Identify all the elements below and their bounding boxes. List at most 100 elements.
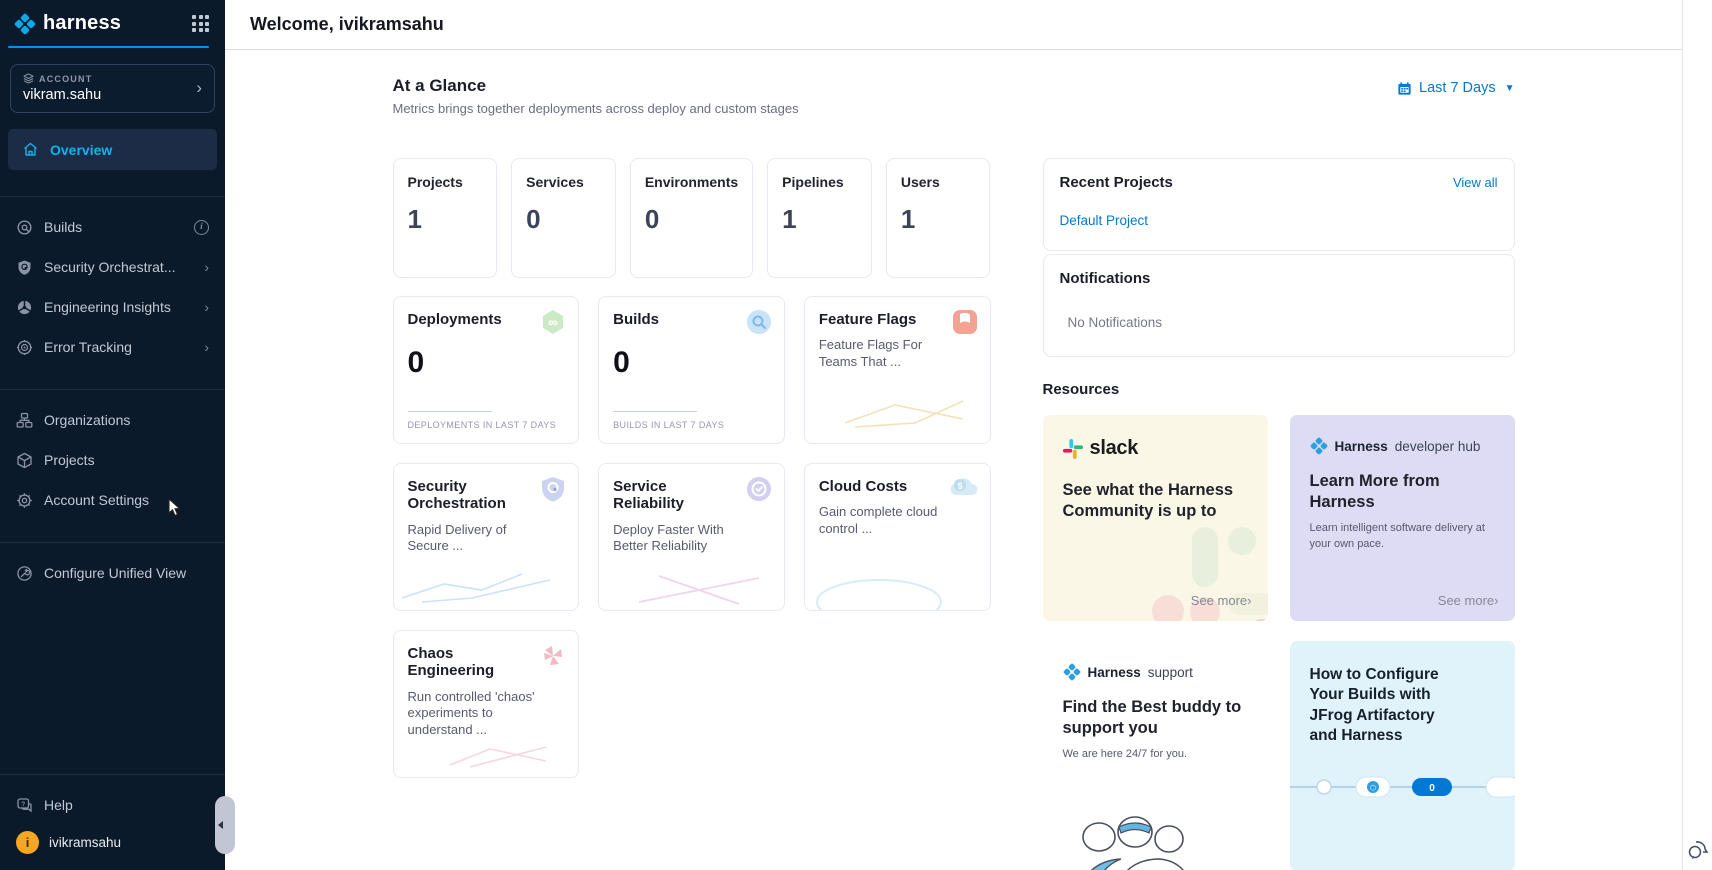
card-title: Security Orchestration — [407, 478, 506, 513]
divider — [0, 542, 225, 543]
sidebar-item-account-settings[interactable]: Account Settings — [0, 480, 225, 520]
resource-heading: Learn More from Harness — [1309, 472, 1440, 512]
main-area: Welcome, ivikramsahu At a Glance Metrics… — [225, 0, 1682, 870]
content: At a Glance Metrics brings together depl… — [225, 50, 1682, 870]
slack-logo-icon — [1062, 438, 1083, 459]
resources-title: Resources — [1042, 381, 1120, 398]
account-icon — [23, 73, 34, 84]
notifications-card: Notifications No Notifications — [1042, 254, 1515, 357]
pipeline-illustration: ⬡ 0 — [1289, 776, 1515, 798]
sidebar-item-engineering-insights[interactable]: Engineering Insights › — [0, 287, 225, 327]
stats-row: Projects 1 Services 0 Environments 0 P — [392, 158, 991, 278]
sidebar-item-security-orchestration[interactable]: Security Orchestrat... › — [0, 247, 225, 287]
recent-projects-title: Recent Projects — [1059, 174, 1173, 191]
stat-label: Services — [526, 174, 584, 190]
svg-text:⬡: ⬡ — [1369, 784, 1375, 792]
card-description: Deploy Faster With Better Reliability — [613, 521, 724, 554]
decorative-lines — [449, 746, 546, 768]
support-people-illustration — [1081, 816, 1184, 870]
section-title: At a Glance — [392, 76, 487, 95]
divider — [0, 196, 225, 197]
stat-value: 1 — [407, 204, 422, 234]
resource-card-jfrog[interactable]: How to Configure Your Builds with JFrog … — [1289, 641, 1515, 870]
account-selector[interactable]: ACCOUNT vikram.sahu › — [10, 64, 215, 113]
stat-value: 1 — [782, 204, 797, 234]
see-more-link[interactable]: See more› — [1190, 593, 1252, 608]
card-description: Rapid Delivery of Secure ... — [407, 521, 507, 554]
resource-heading: How to Configure Your Builds with JFrog … — [1309, 666, 1439, 745]
divider — [0, 389, 225, 390]
chevron-right-icon: › — [204, 259, 209, 275]
slack-wordmark: slack — [1089, 437, 1139, 459]
cube-icon — [16, 452, 33, 469]
resource-heading: Find the Best buddy to support you — [1062, 698, 1242, 738]
card-title: Chaos Engineering — [407, 645, 495, 680]
gear-icon — [16, 492, 33, 509]
section-subtitle: Metrics brings together deployments acro… — [392, 101, 799, 116]
card-service-reliability[interactable]: Service Reliability Deploy Faster With B… — [598, 463, 785, 611]
app-launcher-icon[interactable] — [192, 15, 209, 32]
glance-header: At a Glance Metrics brings together depl… — [393, 76, 799, 116]
avatar: i — [16, 831, 39, 854]
app-logo-text: harness — [43, 12, 122, 34]
card-title: Deployments — [407, 311, 502, 328]
stat-value: 0 — [526, 204, 541, 234]
stat-card-pipelines[interactable]: Pipelines 1 — [767, 158, 872, 278]
date-range-dropdown[interactable]: Last 7 Days ▼ — [1397, 80, 1515, 96]
stat-card-users[interactable]: Users 1 — [885, 158, 991, 278]
brand-suffix: support — [1147, 664, 1193, 680]
sidebar-item-configure-unified-view[interactable]: Configure Unified View — [0, 553, 225, 593]
brand-suffix: developer hub — [1394, 438, 1481, 454]
card-deployments[interactable]: Deployments ∞ 0 DEPLOYMENTS IN LAST 7 DA… — [392, 296, 580, 444]
card-chaos-engineering[interactable]: Chaos Engineering Run controlled 'chaos'… — [392, 630, 580, 778]
resource-card-slack[interactable]: slack See what the Harness Community is … — [1042, 415, 1268, 621]
stat-value: 0 — [644, 204, 660, 234]
harness-logo-icon — [1310, 437, 1327, 455]
caret-down-icon: ▼ — [1504, 82, 1515, 94]
resource-card-support[interactable]: Harness support Find the Best buddy to s… — [1042, 641, 1268, 870]
resource-subtext: We are here 24/7 for you. — [1062, 748, 1188, 761]
card-caption: BUILDS IN LAST 7 DAYS — [613, 420, 725, 430]
stat-card-projects[interactable]: Projects 1 — [392, 158, 498, 278]
view-all-link[interactable]: View all — [1452, 175, 1498, 190]
info-icon[interactable]: i — [194, 219, 209, 235]
card-description: Gain complete cloud control ... — [818, 504, 938, 537]
sidebar-item-organizations[interactable]: Organizations — [0, 400, 225, 440]
service-reliability-icon — [745, 475, 773, 508]
sidebar-collapse-handle[interactable] — [215, 796, 235, 854]
notifications-empty-text: No Notifications — [1067, 315, 1163, 330]
stat-card-services[interactable]: Services 0 — [511, 158, 616, 278]
sidebar-item-error-tracking[interactable]: Error Tracking › — [0, 327, 225, 367]
sidebar-item-projects[interactable]: Projects — [0, 440, 225, 480]
cloud-costs-icon: $ — [947, 475, 979, 504]
insights-icon — [16, 299, 33, 316]
resource-card-developer-hub[interactable]: Harness developer hub Learn More from Ha… — [1289, 415, 1515, 621]
deployments-icon: ∞ — [539, 308, 567, 341]
card-feature-flags[interactable]: Feature Flags Feature Flags For Teams Th… — [803, 296, 991, 444]
org-chart-icon — [16, 412, 33, 429]
logo-underline — [8, 46, 209, 48]
home-icon — [22, 141, 39, 158]
card-cloud-costs[interactable]: Cloud Costs $ Gain complete cloud contro… — [803, 463, 991, 611]
card-security-orchestration[interactable]: Security Orchestration Rapid Delivery of… — [392, 463, 580, 611]
sidebar-item-overview[interactable]: Overview — [8, 129, 217, 170]
sidebar-item-builds[interactable]: Builds i — [0, 207, 225, 247]
stat-label: Pipelines — [782, 174, 844, 190]
sidebar-item-help[interactable]: ? Help — [0, 785, 225, 825]
sidebar: harness ACCOUNT vikram.sahu › Overview B… — [0, 0, 235, 870]
stat-value: 1 — [900, 204, 916, 234]
feedback-chat-icon[interactable] — [1687, 838, 1709, 860]
builds-module-icon — [745, 308, 773, 341]
brand-name: Harness — [1334, 438, 1388, 454]
stat-card-environments[interactable]: Environments 0 — [629, 158, 754, 278]
user-menu[interactable]: i ivikramsahu — [0, 825, 225, 866]
card-builds[interactable]: Builds 0 BUILDS IN LAST 7 DAYS — [598, 296, 785, 444]
card-description: Feature Flags For Teams That ... — [818, 337, 923, 370]
page-title: Welcome, ivikramsahu — [250, 14, 444, 34]
decorative-lines — [844, 400, 964, 428]
notifications-title: Notifications — [1059, 270, 1151, 287]
project-link-default-project[interactable]: Default Project — [1059, 213, 1149, 228]
svg-text:∞: ∞ — [549, 315, 558, 330]
card-value: 0 — [407, 346, 425, 380]
see-more-link[interactable]: See more› — [1437, 593, 1499, 608]
